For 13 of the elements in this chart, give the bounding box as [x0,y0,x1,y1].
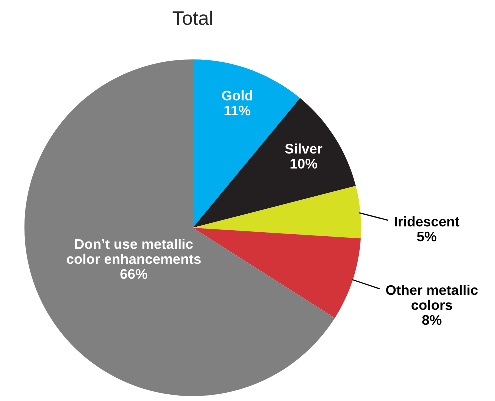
slice-label: Don’t use metallic color enhancements [67,239,201,264]
slice-label: Other metallic colors [386,285,478,310]
chart-title: Total [172,10,212,26]
slice-label: Iridescent [395,216,460,227]
data-label: 11% [224,106,251,116]
slice-label: Silver [285,144,323,154]
data-label: 10% [290,159,318,169]
pie-slice [24,60,336,396]
data-label: 5% [417,232,437,242]
slice-label: Gold [222,90,252,101]
pie-slice [193,186,362,239]
data-label: 8% [422,315,442,326]
data-label: 66% [120,269,148,280]
